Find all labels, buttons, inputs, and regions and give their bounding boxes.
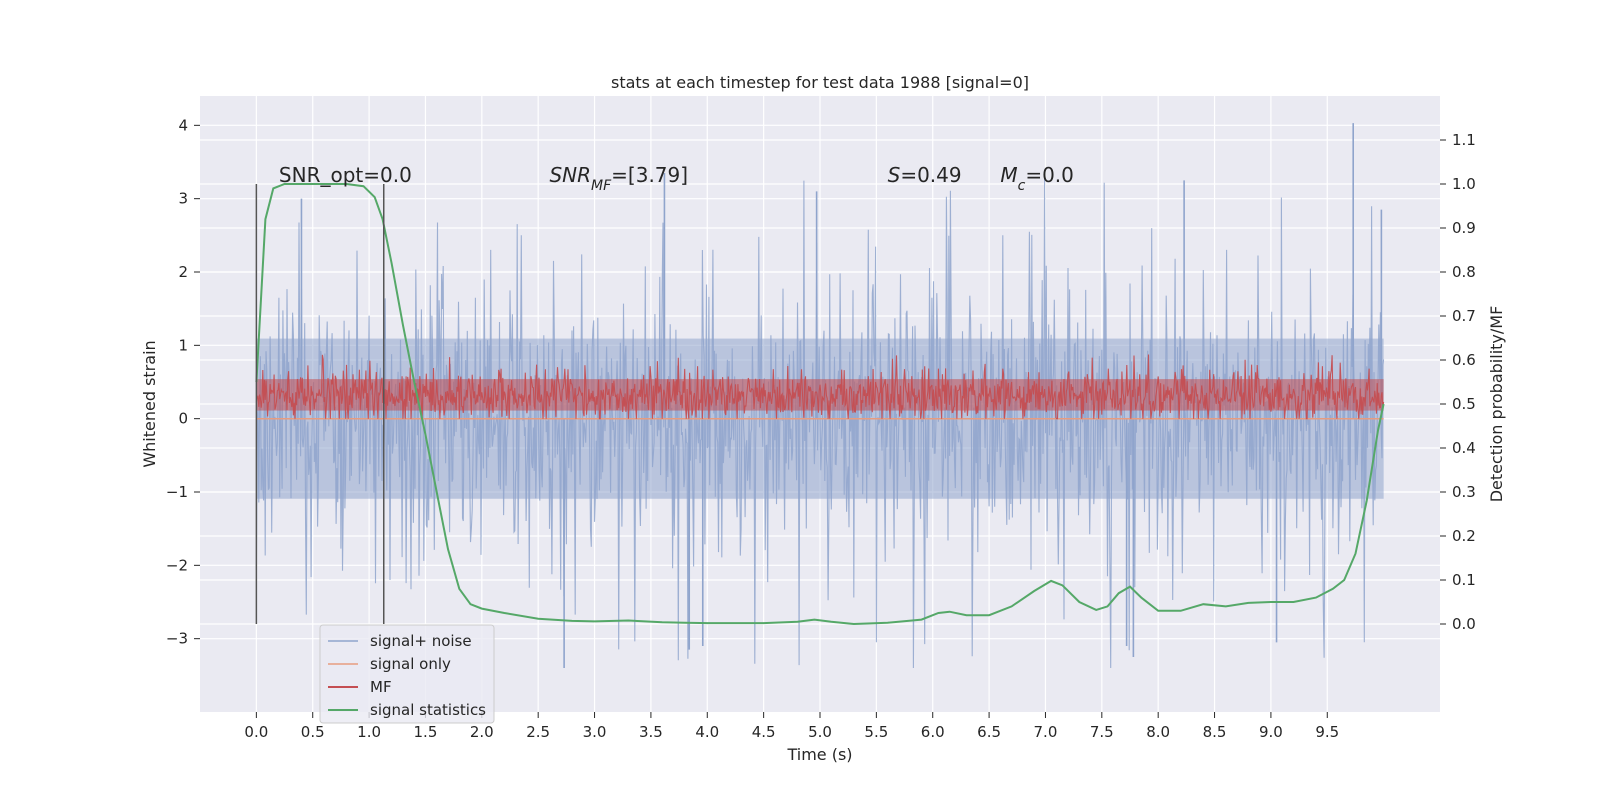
series-core-band — [256, 379, 1384, 411]
y-right-tick-label: 0.2 — [1452, 527, 1476, 545]
y-left-tick-label: 4 — [178, 116, 188, 134]
x-tick-label: 7.0 — [1034, 723, 1058, 741]
annotation-text: S=0.49 — [888, 163, 962, 187]
y-left-tick-label: 1 — [178, 336, 188, 354]
y-right-axis-label: Detection probability/MF — [1487, 306, 1506, 503]
x-tick-label: 3.5 — [639, 723, 663, 741]
legend-label: signal statistics — [370, 701, 486, 719]
x-tick-label: 8.0 — [1146, 723, 1170, 741]
annotation-text: SNRMF=[3.79] — [549, 163, 688, 194]
series-mf — [255, 354, 1385, 420]
y-right-tick-label: 0.4 — [1452, 439, 1476, 457]
y-left-tick-label: −1 — [166, 483, 188, 501]
y-left-axis-label: Whitened strain — [140, 340, 159, 467]
series-signal-statistics — [255, 183, 1385, 626]
x-tick-label: 4.0 — [695, 723, 719, 741]
series-line — [255, 183, 1385, 626]
x-tick-label: 7.5 — [1090, 723, 1114, 741]
x-axis-ticks: 0.0 0.5 1.0 1.5 2.0 2.5 3.0 3.5 4.0 4.5 5.0 5.5 6.0 6… — [244, 712, 1339, 741]
y-right-tick-label: 1.0 — [1452, 175, 1476, 193]
x-tick-label: 6.0 — [921, 723, 945, 741]
y-right-tick-label: 0.6 — [1452, 351, 1476, 369]
y-right-tick-label: 0.1 — [1452, 571, 1476, 589]
x-tick-label: 5.0 — [808, 723, 832, 741]
x-tick-label: 1.0 — [357, 723, 381, 741]
y-left-tick-label: 0 — [178, 410, 188, 428]
x-tick-label: 3.0 — [583, 723, 607, 741]
y-left-tick-label: 3 — [178, 190, 188, 208]
x-tick-label: 0.0 — [244, 723, 268, 741]
x-tick-label: 0.5 — [301, 723, 325, 741]
x-tick-label: 9.5 — [1315, 723, 1339, 741]
y-right-tick-label: 0.7 — [1452, 307, 1476, 325]
y-left-tick-label: −2 — [166, 556, 188, 574]
y-right-tick-label: 0.0 — [1452, 615, 1476, 633]
y-right-tick-label: 0.3 — [1452, 483, 1476, 501]
vertical-markers — [255, 184, 385, 624]
x-tick-label: 9.0 — [1259, 723, 1283, 741]
x-axis-label: Time (s) — [786, 745, 852, 764]
x-tick-label: 2.0 — [470, 723, 494, 741]
legend-label: signal+ noise — [370, 632, 472, 650]
y-left-tick-label: 2 — [178, 263, 188, 281]
y-right-tick-label: 0.5 — [1452, 395, 1476, 413]
x-tick-label: 8.5 — [1203, 723, 1227, 741]
x-tick-label: 2.5 — [526, 723, 550, 741]
annotations: SNR_opt=0.0 SNRMF=[3.79] S=0.49 Mc=0.0 — [279, 163, 1074, 194]
y-right-tick-label: 0.9 — [1452, 219, 1476, 237]
y-right-tick-label: 0.8 — [1452, 263, 1476, 281]
y-left-tick-label: −3 — [166, 630, 188, 648]
x-tick-label: 1.5 — [414, 723, 438, 741]
x-tick-label: 5.5 — [864, 723, 888, 741]
legend-box — [319, 624, 495, 724]
data-traces — [255, 123, 1385, 669]
y-left-axis-ticks: 4 3 2 1 0 −1 −2 −3 — [166, 116, 200, 648]
y-right-axis-ticks: 1.1 1.0 0.9 0.8 0.7 0.6 0.5 0.4 0.3 0.2 0.1 0.0 — [1440, 131, 1476, 633]
y-right-tick-label: 1.1 — [1452, 131, 1476, 149]
chart-title: stats at each timestep for test data 198… — [611, 73, 1029, 92]
x-tick-label: 6.5 — [977, 723, 1001, 741]
legend-label: signal only — [370, 655, 451, 673]
x-tick-label: 4.5 — [752, 723, 776, 741]
annotation-text: SNR_opt=0.0 — [279, 163, 412, 187]
legend: signal+ noise signal only MF signal statist… — [319, 624, 495, 724]
annotation-text: Mc=0.0 — [1000, 163, 1074, 194]
legend-label: MF — [370, 678, 392, 696]
